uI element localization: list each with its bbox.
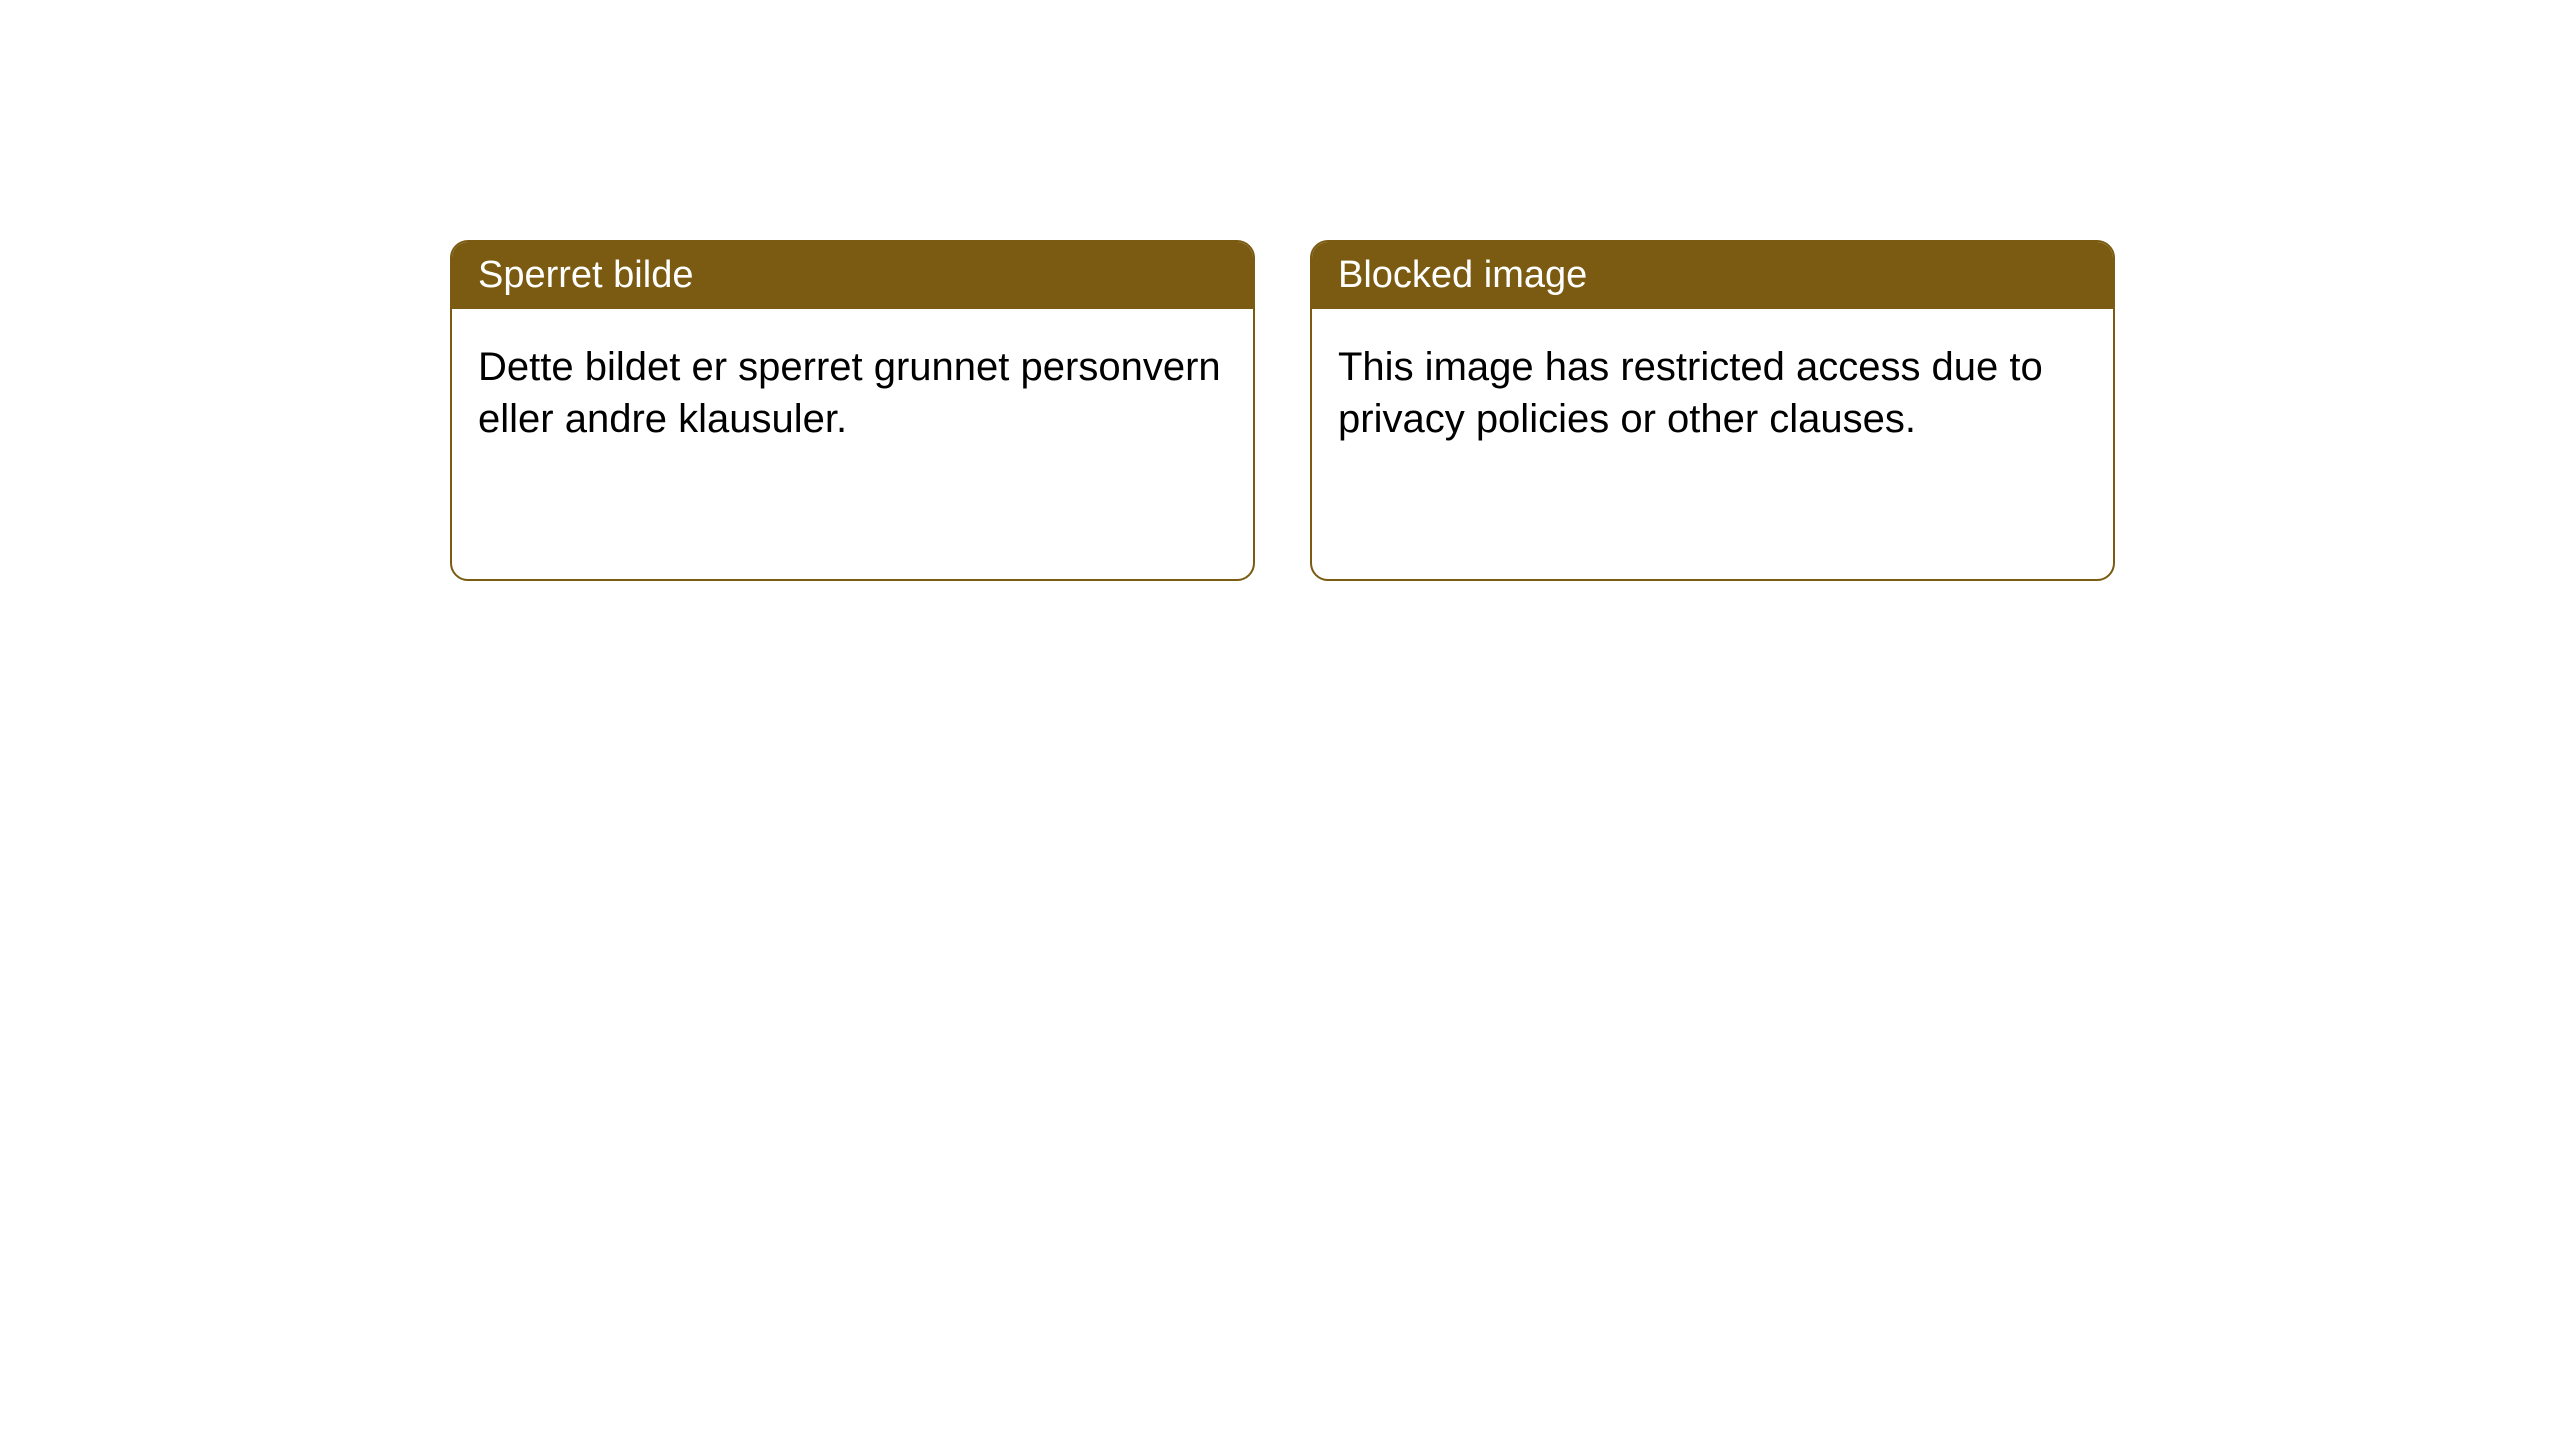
notice-card-norwegian: Sperret bilde Dette bildet er sperret gr… [450, 240, 1255, 581]
notice-body-norwegian: Dette bildet er sperret grunnet personve… [452, 309, 1253, 579]
notice-card-english: Blocked image This image has restricted … [1310, 240, 2115, 581]
notice-title-english: Blocked image [1312, 242, 2113, 309]
notice-container: Sperret bilde Dette bildet er sperret gr… [450, 240, 2115, 581]
notice-title-norwegian: Sperret bilde [452, 242, 1253, 309]
notice-body-english: This image has restricted access due to … [1312, 309, 2113, 579]
